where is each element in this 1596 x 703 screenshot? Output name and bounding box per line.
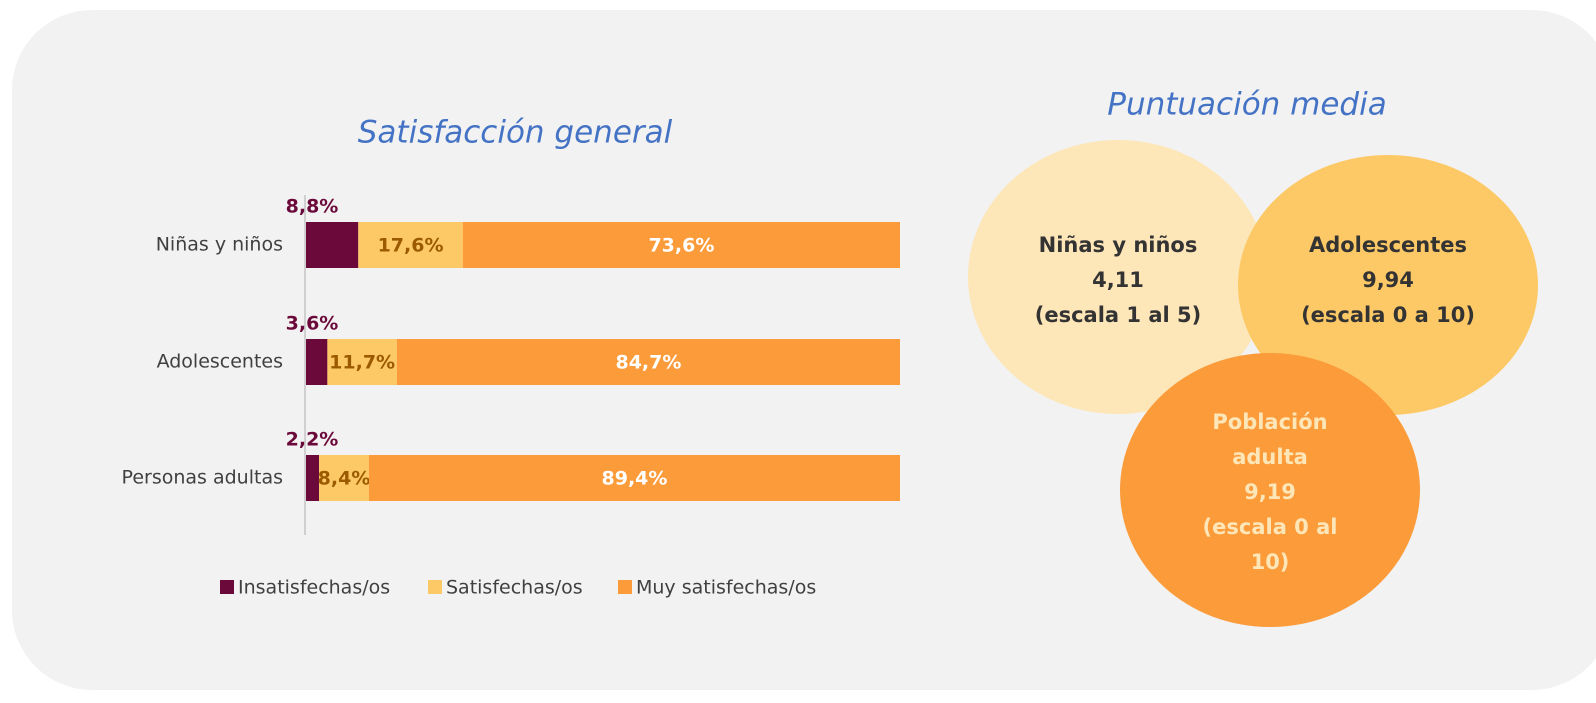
category-label: Adolescentes [157,351,283,373]
bubble [1238,155,1538,415]
bubble-scale: (escala 1 al 5) [1034,303,1202,327]
data-label: 84,7% [615,352,681,374]
category-label: Personas adultas [122,467,283,489]
data-label: 17,6% [378,235,444,257]
data-label: 3,6% [286,313,339,335]
data-label: 8,8% [286,196,339,218]
bubble-scale: (escala 0 a 10) [1301,303,1475,327]
bubble-text: Adolescentes 9,94 (escala 0 a 10) [1278,228,1498,333]
legend-label: Muy satisfechas/os [636,577,816,599]
legend-swatch [618,580,632,594]
legend-label: Insatisfechas/os [238,577,390,599]
bubble-label: Niñas y niños [1038,233,1198,257]
bar-segment [319,455,369,501]
bubble-value: 9,19 [1244,480,1296,504]
data-label: 8,4% [318,468,371,490]
bar-segment [396,339,900,385]
bubble-label: Adolescentes [1308,233,1468,257]
bubble-value: 4,11 [1092,268,1144,292]
bubbles-title: Puntuación media [1107,87,1386,123]
bubble [968,140,1268,414]
data-label: 89,4% [602,468,668,490]
bar-segment [368,455,900,501]
data-label: 2,2% [286,429,339,451]
bar-segment [306,455,320,501]
legend-label: Satisfechas/os [446,577,583,599]
legend-swatch [220,580,234,594]
legend-swatch [428,580,442,594]
data-label: 11,7% [329,352,395,374]
bar-segment [327,339,397,385]
bar-segment [306,339,328,385]
bar-segment [306,222,359,268]
chart-title: Satisfacción general [358,115,673,151]
bubble-scale: (escala 0 al 10) [1202,515,1338,574]
bar-segment [358,222,463,268]
bubble-label: Población adulta [1212,410,1328,469]
bubble-text: Población adulta 9,19 (escala 0 al 10) [1200,405,1340,580]
data-label: 73,6% [648,235,714,257]
bubble [1120,353,1420,627]
bubble-text: Niñas y niños 4,11 (escala 1 al 5) [1013,228,1223,333]
bar-segment [462,222,900,268]
bubble-value: 9,94 [1362,268,1414,292]
category-label: Niñas y niños [156,234,283,256]
